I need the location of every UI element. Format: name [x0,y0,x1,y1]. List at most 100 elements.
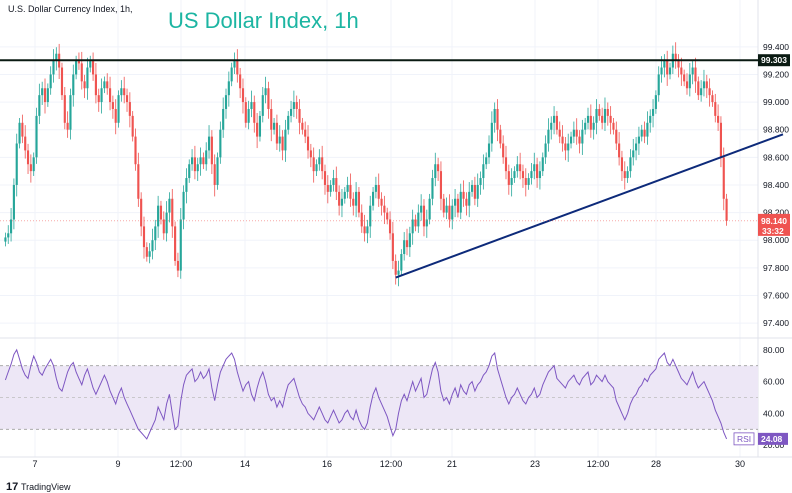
candle-body [142,226,146,248]
candle [43,78,47,114]
price-tick-label: 99.000 [763,97,789,107]
candle [555,111,558,135]
candle-body [103,81,106,89]
candle [171,188,174,238]
candle-body [306,136,310,151]
candle-body [482,164,485,179]
candle [702,69,706,97]
candle-body [318,157,321,165]
candle [674,42,677,69]
candle [267,81,270,119]
candle-body [598,108,601,116]
candle [287,111,290,135]
candle-body [168,198,171,213]
rsi-tag: RSI [737,434,751,444]
candle-body [479,178,482,185]
candle-body [298,108,301,123]
candle [445,197,448,220]
candle [561,125,564,152]
candle [697,76,700,100]
rsi-tick-label: 40.00 [763,408,785,418]
candle [230,62,233,87]
candle-body [606,108,609,116]
candle-body [270,108,273,130]
candle [32,152,35,176]
candle-body [355,191,358,206]
candle-body [651,108,655,116]
candle [651,99,655,128]
candle-body [640,129,643,137]
candle-body [456,198,459,213]
tradingview-logo[interactable]: 17 TradingView [6,481,71,493]
candle-body [654,95,657,109]
candle-body [717,115,720,123]
candle [586,107,590,130]
candle [377,173,380,207]
candle [335,166,338,201]
candle [434,152,437,187]
candle [646,111,649,145]
candle-body [369,205,372,227]
candle-body [623,171,626,179]
candle [654,90,657,114]
candle [510,168,513,197]
candle-body [216,157,219,185]
candle [128,92,131,128]
candle [363,214,366,242]
candle-body [97,95,100,103]
candle [224,88,228,119]
candle [100,78,103,114]
candle [117,90,120,128]
candle [18,117,21,149]
time-tick-label: 16 [322,459,332,469]
candle [46,83,49,107]
candle-body [233,60,236,68]
candle [380,192,383,216]
candle [258,111,262,142]
candle [369,195,372,238]
candle [26,143,30,175]
candle [35,107,38,164]
candle [55,47,58,71]
candle [275,114,278,151]
candle [530,162,533,185]
candle-body [632,150,635,158]
candle [199,147,202,176]
candle [182,185,185,230]
candle-body [383,205,386,213]
candle-body [431,178,434,199]
candle [442,193,445,218]
candle-body [530,171,533,179]
candle [632,138,635,166]
candle [349,173,352,207]
candle [400,249,403,276]
candle [615,121,618,151]
candle [134,128,137,171]
candle [414,214,417,232]
candle-body [21,122,24,137]
candle [97,88,100,112]
candle [174,221,177,266]
candle [601,107,604,130]
candle-body [120,88,123,96]
candle [148,243,151,264]
candle-body [572,129,575,137]
candle [688,62,691,97]
time-tick-label: 30 [735,459,745,469]
candle [417,204,420,233]
candle-body [524,178,527,185]
candle-body [83,81,86,89]
candle [717,104,720,131]
candle-body [564,143,567,151]
candle [329,180,332,197]
resistance-label: 99.303 [761,55,787,65]
price-tick-label: 98.400 [763,180,789,190]
candle [454,188,457,218]
candle-body [174,226,177,261]
candle-body [253,102,256,123]
candle-body [63,95,66,123]
candle-body [462,191,465,199]
candle-body [417,212,420,227]
candle [708,78,711,107]
candle [4,232,7,247]
